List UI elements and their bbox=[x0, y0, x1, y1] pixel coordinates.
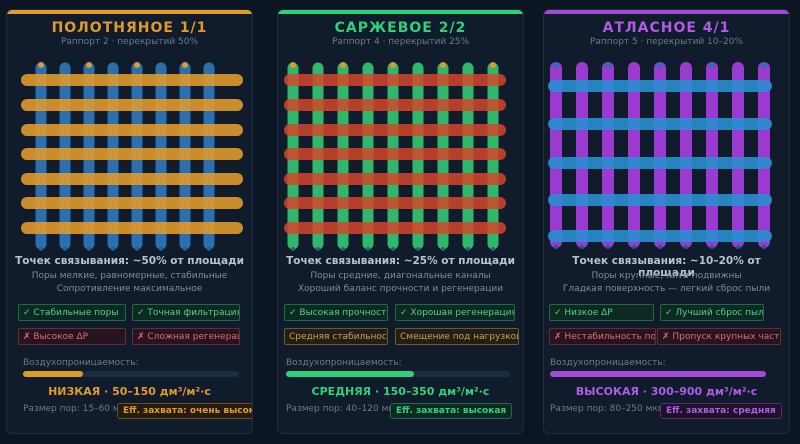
binding-dot bbox=[38, 62, 44, 68]
permeability-level: НИЗКАЯ · 50–150 дм³/м²·с bbox=[48, 385, 211, 398]
capture-efficiency-badge: Eff. захвата: очень высокая bbox=[117, 403, 252, 419]
con-tag: ✗ Пропуск крупных частиц bbox=[657, 328, 781, 345]
binding-dot bbox=[441, 247, 445, 251]
weave-diagram bbox=[284, 62, 506, 251]
con-tag: ✗ Нестабильность пор bbox=[549, 328, 656, 345]
air-permeability-fill bbox=[550, 371, 766, 377]
air-permeability-fill bbox=[23, 371, 84, 377]
binding-dot bbox=[87, 247, 91, 251]
binding-dot bbox=[491, 247, 495, 251]
binding-dot bbox=[553, 62, 559, 68]
card-title: САРЖЕВОЕ 2/2 bbox=[334, 20, 467, 36]
binding-dot bbox=[366, 247, 370, 251]
binding-dot bbox=[466, 247, 470, 251]
binding-dot bbox=[736, 245, 740, 249]
con-tag: ✗ Сложная регенерация bbox=[132, 328, 240, 345]
weave-diagram bbox=[548, 62, 772, 249]
binding-dot bbox=[658, 245, 662, 249]
binding-dot bbox=[440, 62, 446, 68]
balance-description: Хороший баланс прочности и регенерации bbox=[297, 284, 504, 294]
binding-dot bbox=[135, 247, 139, 251]
pro-tag: ✓ Точная фильтрация bbox=[132, 304, 240, 321]
weave-diagram bbox=[21, 62, 243, 251]
permeability-level: ВЫСОКАЯ · 300–900 дм³/м²·с bbox=[575, 385, 758, 398]
pore-size: Размер пор: 15–60 мкм bbox=[23, 404, 132, 414]
binding-dot bbox=[111, 247, 115, 251]
card-title: ПОЛОТНЯНОЕ 1/1 bbox=[51, 20, 208, 36]
binding-dot bbox=[490, 62, 496, 68]
binding-dot bbox=[606, 245, 610, 249]
air-permeability-fill bbox=[286, 371, 414, 377]
resistance-description: Сопротивление максимальное bbox=[56, 284, 203, 294]
binding-dot bbox=[416, 247, 420, 251]
binding-dot bbox=[709, 62, 715, 68]
binding-dot bbox=[657, 62, 663, 68]
capture-efficiency-badge: Eff. захвата: высокая bbox=[390, 403, 513, 419]
pro-tag: ✓ Лучший сброс пыли bbox=[660, 304, 764, 321]
pore-description: Поры мелкие, равномерные, стабильные bbox=[31, 271, 228, 281]
binding-dot bbox=[710, 245, 714, 249]
binding-dot bbox=[341, 247, 345, 251]
pore-size: Размер пор: 40–120 мкм bbox=[286, 404, 401, 414]
binding-dot bbox=[762, 245, 766, 249]
binding-dot bbox=[291, 247, 295, 251]
card-subtitle: Раппорт 2 · перекрытий 50% bbox=[60, 37, 199, 47]
binding-dot bbox=[63, 247, 67, 251]
weave-card-satin: АТЛАСНОЕ 4/1 Раппорт 5 · перекрытий 10–2… bbox=[543, 9, 790, 434]
card-subtitle: Раппорт 4 · перекрытий 25% bbox=[331, 37, 470, 47]
pro-tag: ✓ Стабильные поры bbox=[18, 304, 126, 321]
air-permeability-label: Воздухопроницаемость: bbox=[550, 358, 666, 368]
binding-dot bbox=[340, 62, 346, 68]
pore-description: Поры средние, диагональные каналы bbox=[310, 271, 491, 281]
air-permeability-label: Воздухопроницаемость: bbox=[286, 358, 402, 368]
binding-dot bbox=[290, 62, 296, 68]
surface-description: Гладкая поверхность — легкий сброс пыли bbox=[562, 284, 771, 294]
binding-points-stat: Точек связывания: ~10–20% от площади bbox=[572, 255, 761, 279]
binding-dot bbox=[316, 247, 320, 251]
con-tag: Смещение под нагрузкой bbox=[395, 328, 519, 345]
card-title: АТЛАСНОЕ 4/1 bbox=[602, 20, 731, 36]
pro-tag: ✓ Хорошая регенерация bbox=[395, 304, 515, 321]
binding-dot bbox=[207, 247, 211, 251]
card-accent-bar bbox=[544, 10, 789, 14]
binding-dot bbox=[761, 62, 767, 68]
binding-points-stat: Точек связывания: ~50% от площади bbox=[15, 255, 244, 267]
binding-dot bbox=[554, 245, 558, 249]
binding-dot bbox=[632, 245, 636, 249]
binding-dot bbox=[159, 247, 163, 251]
binding-dot bbox=[182, 62, 188, 68]
pore-description: Поры крупные, нити подвижны bbox=[591, 271, 742, 281]
pore-size: Размер пор: 80–250 мкм bbox=[550, 404, 665, 414]
pro-tag: ✓ Высокая прочность bbox=[284, 304, 388, 321]
air-permeability-bar bbox=[550, 371, 766, 377]
pro-tag: ✓ Низкое ΔP bbox=[549, 304, 654, 321]
binding-dot bbox=[39, 247, 43, 251]
capture-efficiency-badge: Eff. захвата: средняя bbox=[660, 403, 782, 419]
weave-card-twill: САРЖЕВОЕ 2/2 Раппорт 4 · перекрытий 25% … bbox=[277, 9, 524, 434]
binding-dot bbox=[605, 62, 611, 68]
card-accent-bar bbox=[7, 10, 252, 14]
binding-dot bbox=[134, 62, 140, 68]
binding-dot bbox=[86, 62, 92, 68]
air-permeability-bar bbox=[286, 371, 510, 377]
card-subtitle: Раппорт 5 · перекрытий 10–20% bbox=[589, 37, 744, 47]
binding-dot bbox=[183, 247, 187, 251]
card-accent-bar bbox=[278, 10, 523, 14]
air-permeability-label: Воздухопроницаемость: bbox=[23, 358, 139, 368]
binding-dot bbox=[391, 247, 395, 251]
binding-points-stat: Точек связывания: ~25% от площади bbox=[286, 255, 515, 267]
weave-card-plain: ПОЛОТНЯНОЕ 1/1 Раппорт 2 · перекрытий 50… bbox=[6, 9, 253, 434]
permeability-level: СРЕДНЯЯ · 150–350 дм³/м²·с bbox=[311, 385, 490, 398]
binding-dot bbox=[684, 245, 688, 249]
binding-dot bbox=[580, 245, 584, 249]
con-tag: ✗ Высокое ΔP bbox=[18, 328, 126, 345]
air-permeability-bar bbox=[23, 371, 239, 377]
con-tag: Средняя стабильность bbox=[284, 328, 388, 345]
binding-dot bbox=[390, 62, 396, 68]
